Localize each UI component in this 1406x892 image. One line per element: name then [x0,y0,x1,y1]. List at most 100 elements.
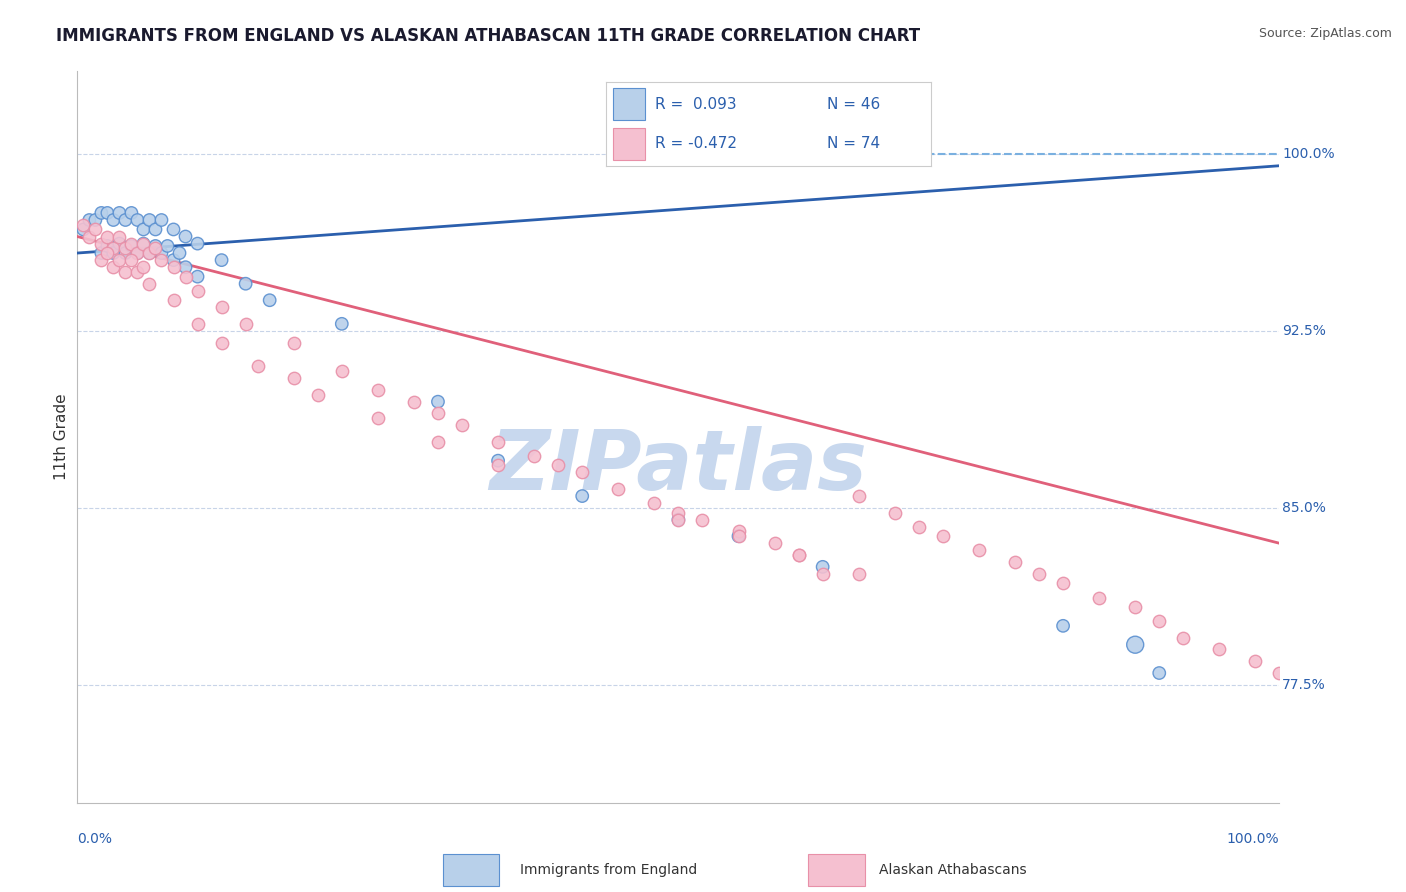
Point [1028,566,1050,581]
Text: 85.0%: 85.0% [1282,501,1326,515]
Point [174,229,197,244]
Text: 0.0%: 0.0% [77,832,112,846]
Point [114,246,136,260]
Point [186,236,209,251]
Point [145,241,167,255]
Point [96,206,118,220]
Point [692,513,714,527]
Point [127,265,149,279]
Point [211,335,233,350]
Point [1123,599,1146,614]
Point [668,513,690,527]
Point [138,277,160,291]
Point [84,222,107,236]
Text: Alaskan Athabascans: Alaskan Athabascans [879,863,1026,877]
Point [883,506,905,520]
Point [235,317,257,331]
Point [169,246,191,260]
Point [427,434,450,449]
Point [1004,555,1026,569]
Point [120,253,142,268]
Point [150,246,173,260]
Point [108,253,131,268]
Point [330,364,353,378]
Point [96,229,118,244]
Point [108,206,131,220]
Point [162,253,184,268]
Point [96,246,118,260]
Point [174,260,197,275]
Point [1208,642,1230,657]
Point [367,411,389,425]
Point [103,241,125,255]
Point [103,246,125,260]
Point [150,213,173,227]
Point [908,520,931,534]
Point [427,394,450,409]
Point [114,213,136,227]
Point [174,269,197,284]
Point [211,301,233,315]
Point [132,222,155,236]
Point [156,239,179,253]
Point [138,246,160,260]
Point [1088,591,1111,605]
Text: 100.0%: 100.0% [1282,147,1334,161]
Point [138,246,160,260]
Text: ZIPatlas: ZIPatlas [489,425,868,507]
Point [90,206,112,220]
Point [120,239,142,253]
Point [727,524,749,539]
Point [235,277,257,291]
Point [1268,666,1291,681]
Point [132,236,155,251]
Point [120,206,142,220]
Point [90,236,112,251]
Point [967,543,990,558]
Point [486,434,509,449]
Point [1149,666,1171,681]
Point [162,222,184,236]
Point [571,489,593,503]
Text: 100.0%: 100.0% [1227,832,1279,846]
Point [787,548,810,562]
Point [150,253,173,268]
Point [330,317,353,331]
Point [848,566,870,581]
Point [451,418,474,433]
Point [145,222,167,236]
Point [132,260,155,275]
Point [607,482,630,496]
Point [811,566,834,581]
Point [103,213,125,227]
Point [90,253,112,268]
Y-axis label: 11th Grade: 11th Grade [53,393,69,481]
Point [96,239,118,253]
Point [727,529,749,543]
Point [186,284,209,298]
Point [84,213,107,227]
Point [138,213,160,227]
Point [763,536,786,550]
Point [259,293,281,308]
Text: IMMIGRANTS FROM ENGLAND VS ALASKAN ATHABASCAN 11TH GRADE CORRELATION CHART: IMMIGRANTS FROM ENGLAND VS ALASKAN ATHAB… [56,27,921,45]
Point [162,260,184,275]
Point [283,335,305,350]
Point [1052,619,1074,633]
Point [72,222,94,236]
Point [787,548,810,562]
Point [120,236,142,251]
Point [547,458,569,473]
Point [1123,638,1146,652]
Point [848,489,870,503]
Point [246,359,269,374]
Point [1173,631,1195,645]
Point [127,246,149,260]
Point [145,239,167,253]
Point [402,394,425,409]
Point [90,246,112,260]
Text: 92.5%: 92.5% [1282,324,1326,338]
Text: Source: ZipAtlas.com: Source: ZipAtlas.com [1258,27,1392,40]
Point [668,506,690,520]
Point [486,453,509,467]
